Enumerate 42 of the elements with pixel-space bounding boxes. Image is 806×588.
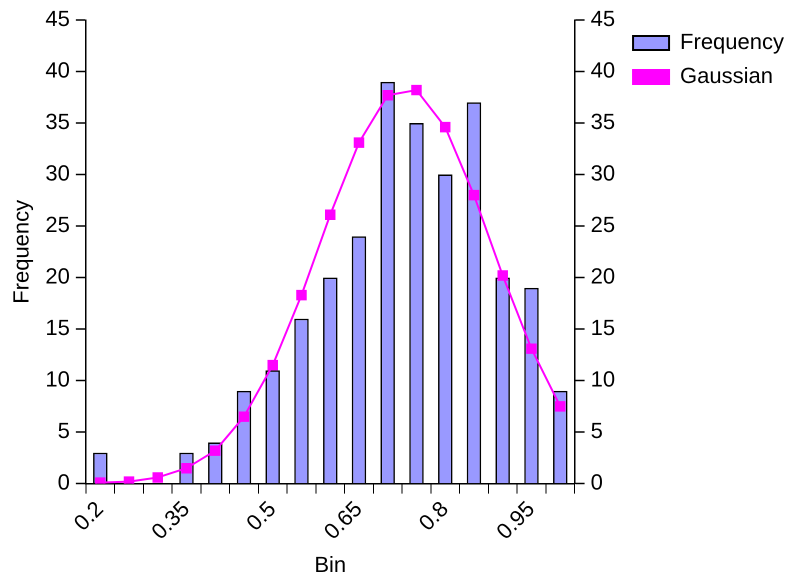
point	[324, 209, 336, 220]
point	[296, 290, 307, 300]
y2-tick-label: 10	[590, 366, 616, 392]
x-tick-label: 0.8	[414, 496, 454, 536]
point	[354, 137, 364, 148]
y-tick-label: 5	[58, 418, 70, 444]
legend-label: Gaussian	[680, 63, 774, 88]
y2-tick-label: 5	[590, 418, 603, 444]
point	[210, 445, 220, 456]
point	[411, 84, 422, 96]
point	[267, 360, 278, 370]
y2-tick-label: 45	[590, 6, 616, 32]
y-tick-label: 35	[45, 109, 70, 134]
y-tick-label: 25	[45, 212, 70, 238]
y2-tick-label: 40	[590, 58, 616, 83]
y2-tick-label: 15	[590, 315, 616, 340]
y2-tick-label: 30	[590, 160, 616, 186]
point	[152, 472, 163, 483]
x-tick-label: 0.5	[241, 496, 281, 536]
y-tick-label: 0	[58, 470, 70, 495]
point	[554, 401, 566, 412]
y-tick-label: 45	[45, 6, 70, 32]
y2-tick-label: 0	[590, 470, 603, 495]
legend-label: Frequency	[680, 29, 784, 54]
y-tick-label: 15	[45, 315, 70, 340]
point	[526, 343, 537, 354]
point	[238, 411, 250, 422]
y2-tick-label: 35	[590, 109, 616, 134]
y2-tick-label: 20	[590, 264, 616, 289]
x-axis-title: Bin	[314, 552, 346, 577]
y2-tick-label: 25	[590, 212, 616, 238]
point	[382, 90, 393, 100]
y-axis-title: Frequency	[8, 200, 34, 304]
y-tick-label: 40	[45, 58, 70, 83]
x-tick-label: 0.2	[68, 496, 108, 536]
y-tick-label: 20	[45, 264, 70, 289]
point	[497, 270, 508, 281]
y-tick-label: 30	[45, 160, 70, 186]
y-tick-label: 10	[45, 366, 70, 392]
point	[440, 122, 450, 132]
point	[124, 476, 134, 484]
point	[468, 190, 480, 200]
